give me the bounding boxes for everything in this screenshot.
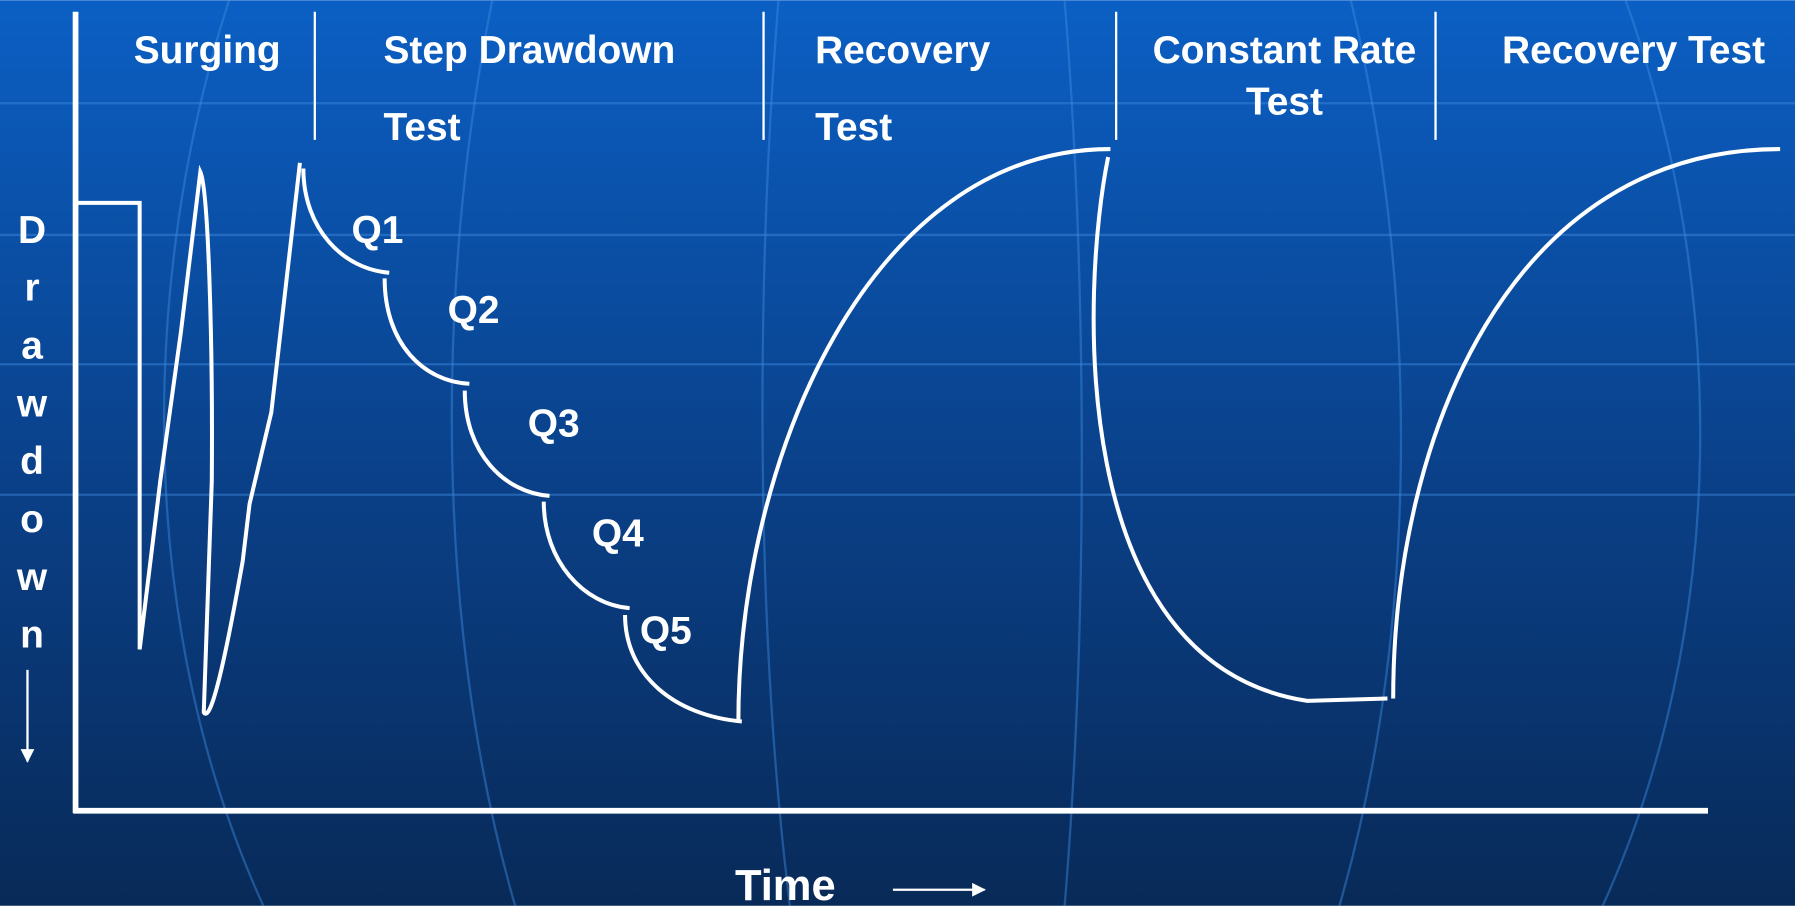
- step-label: Q2: [448, 289, 500, 332]
- drawdown-curves: [75, 147, 1781, 724]
- phase-label: Step Drawdown: [383, 29, 675, 72]
- phase-label: Recovery: [815, 29, 991, 72]
- phase-labels: Surging Step Drawdown Test Recovery Test…: [134, 29, 1765, 149]
- x-axis-label: Time: [735, 862, 836, 906]
- phase-label: Recovery Test: [1502, 29, 1765, 72]
- step-label: Q3: [528, 402, 580, 445]
- phase-label: Surging: [134, 29, 281, 72]
- phase-label: Constant Rate: [1153, 29, 1417, 72]
- step-label: Q4: [592, 512, 644, 555]
- step-label: Q5: [640, 610, 692, 653]
- step-labels: Q1 Q2 Q3 Q4 Q5: [351, 209, 691, 653]
- phase-dividers: [313, 11, 1437, 140]
- axes: [72, 11, 1708, 814]
- phase-label: Test: [383, 106, 460, 149]
- phase-label: Test: [815, 106, 892, 149]
- phase-label: Test: [1246, 81, 1323, 124]
- step-label: Q1: [351, 209, 403, 252]
